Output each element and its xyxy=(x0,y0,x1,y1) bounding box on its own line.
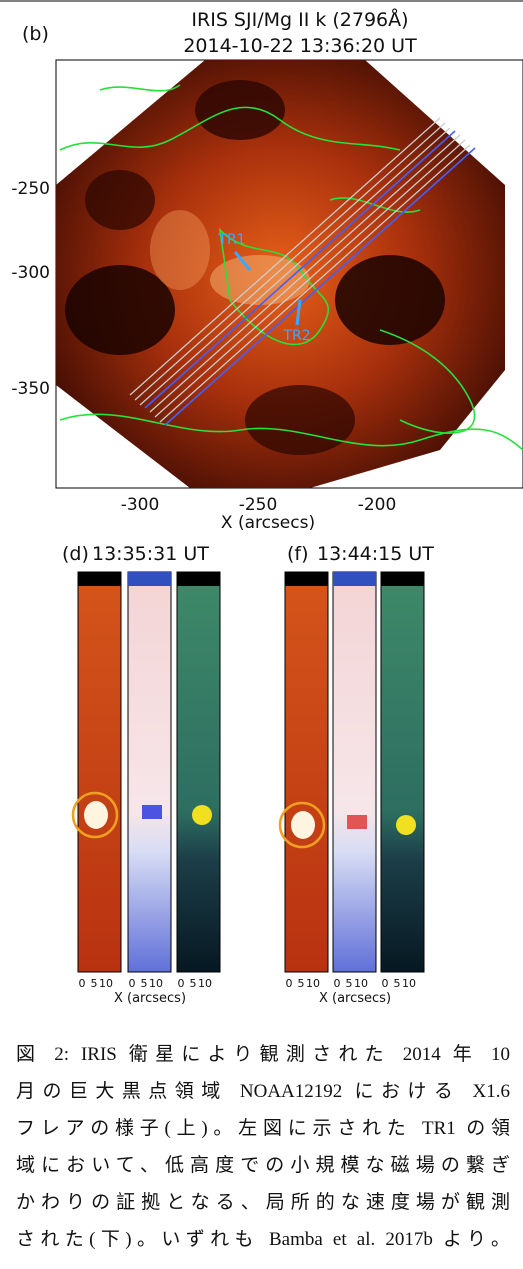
strip-tick-label: 5 xyxy=(190,977,197,990)
caption-line: 月の巨大黒点領域 NOAA12192 における X1.6 xyxy=(16,1081,510,1102)
strip-image xyxy=(380,571,425,973)
y-tick-label: -350 xyxy=(11,379,50,399)
strip-tick-label: 5 xyxy=(346,977,353,990)
strip-tick-label: 5 xyxy=(91,977,98,990)
bright-spot xyxy=(291,811,315,839)
strips: 0 5 10 0 5 10 0 5 10X (arcsecs)0 5 10 0 5 10 0 5 10X (ar… xyxy=(71,571,425,1006)
annotation: 8 xyxy=(468,126,474,137)
strip-image xyxy=(176,571,221,973)
highlight-circle xyxy=(278,801,326,849)
x-axis-label: X (arcsecs) xyxy=(114,991,186,1006)
strip-image xyxy=(332,571,377,973)
x-axis-label: X (arcsecs) xyxy=(221,513,315,533)
x-tick-label: -200 xyxy=(358,495,397,515)
strip-tick-label: 10 xyxy=(198,977,212,990)
hot-spot xyxy=(192,805,212,825)
caption-line: 図 2: IRIS 衛星により観測された 2014 年 10 xyxy=(16,1044,510,1065)
strip-header xyxy=(381,572,424,586)
hot-spot xyxy=(396,815,416,835)
strip-tick-label: 10 xyxy=(99,977,113,990)
x-tick-label: -300 xyxy=(121,495,160,515)
strip-image xyxy=(284,571,329,973)
y-tick-label: -300 xyxy=(11,263,50,283)
bright-spot xyxy=(84,801,108,829)
panel-time: 13:35:31 UT xyxy=(92,543,209,565)
strip-tick-label: 5 xyxy=(394,977,401,990)
figure: (b) IRIS SJI/Mg II k (2796Å) 2014-10-22 … xyxy=(0,0,523,1006)
strip-tick-label: 0 xyxy=(382,977,389,990)
strip-image xyxy=(127,571,172,973)
panel-time: 13:44:15 UT xyxy=(317,543,434,565)
highlight-circle xyxy=(71,791,119,839)
caption-line: 域において、低高度での小規模な磁場の繋ぎ xyxy=(16,1155,510,1176)
strip-tick-label: 10 xyxy=(149,977,163,990)
velocity-spot xyxy=(142,805,162,819)
strip-tick-label: 0 xyxy=(286,977,293,990)
strip-image xyxy=(77,571,122,973)
caption-line: かわりの証拠となる、局所的な速度場が観測 xyxy=(16,1192,510,1213)
x-axis-label: X (arcsecs) xyxy=(319,991,391,1006)
strip-header xyxy=(285,572,328,586)
strip-tick-label: 10 xyxy=(354,977,368,990)
panel-time: 2014-10-22 13:36:20 UT xyxy=(183,35,417,57)
velocity-spot xyxy=(347,815,367,829)
strip-tick-label: 0 xyxy=(129,977,136,990)
panel-label: (d) xyxy=(62,543,89,565)
strip-tick-label: 0 xyxy=(334,977,341,990)
annotation: 1 xyxy=(441,106,447,117)
strip-tick-label: 10 xyxy=(402,977,416,990)
panel-label: (b) xyxy=(22,23,49,45)
caption-line: フレアの様子(上)。左図に示された TR1 の領 xyxy=(16,1118,510,1139)
strip-header xyxy=(177,572,220,586)
strip-tick-label: 0 xyxy=(79,977,86,990)
panel-label: (f) xyxy=(287,543,309,565)
strip-tick-label: 5 xyxy=(141,977,148,990)
strip-header xyxy=(333,572,376,586)
annotation: TR1 xyxy=(217,232,245,248)
strip-header xyxy=(128,572,171,586)
y-tick-label: -250 xyxy=(11,179,50,199)
strip-tick-label: 0 xyxy=(178,977,185,990)
panel-title: IRIS SJI/Mg II k (2796Å) xyxy=(191,8,408,31)
solar-image xyxy=(55,59,523,489)
caption-line: された(下)。いずれも Bamba et al. 2017b より。 xyxy=(16,1229,510,1250)
x-tick-label: -250 xyxy=(239,495,278,515)
strip-tick-label: 10 xyxy=(306,977,320,990)
strip-tick-label: 5 xyxy=(298,977,305,990)
annotation: TR2 xyxy=(282,328,310,344)
strip-header xyxy=(78,572,121,586)
